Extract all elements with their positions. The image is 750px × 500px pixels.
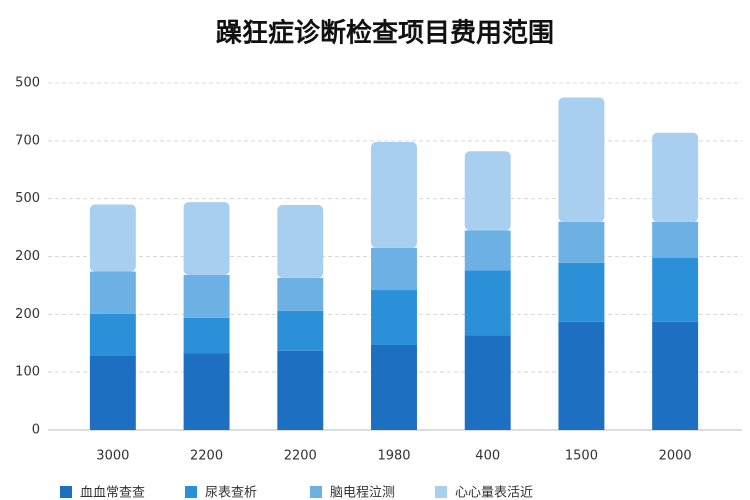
y-tick-label: 500	[15, 191, 40, 206]
chart-title: 躁狂症诊断检查项目费用范围	[216, 18, 554, 49]
y-tick-label: 500	[15, 76, 40, 91]
y-tick-label: 700	[15, 133, 40, 148]
bar-segment	[558, 262, 605, 322]
legend-label: 尿表查析	[205, 486, 257, 500]
bar-segment	[183, 353, 230, 430]
x-tick-label: 1500	[565, 449, 598, 464]
bar-segment	[89, 313, 136, 356]
bar-segment	[652, 321, 699, 430]
x-tick-label: 2200	[284, 449, 317, 464]
legend-swatch	[310, 486, 322, 498]
bar-segment	[558, 97, 605, 222]
bar-segment	[183, 275, 230, 318]
y-tick-label: 0	[32, 423, 40, 438]
bar-segment	[89, 355, 136, 430]
x-tick-label: 2000	[659, 449, 692, 464]
legend-label: 血血常查查	[80, 486, 145, 500]
bar-segment	[277, 350, 324, 430]
bar-segment	[371, 290, 417, 345]
legend-swatch	[185, 486, 197, 498]
x-tick-label: 3000	[96, 449, 129, 464]
x-tick-label: 2200	[190, 449, 223, 464]
bar-segment	[183, 317, 230, 354]
bar-segment	[277, 205, 324, 278]
legend-label: 脑电程泣测	[330, 486, 395, 500]
bar-segment	[464, 335, 511, 430]
bar-segment	[89, 271, 136, 314]
y-tick-label: 100	[15, 365, 40, 380]
bar-segment	[183, 202, 230, 276]
bar-segment	[652, 257, 699, 322]
legend-swatch	[435, 486, 447, 498]
bar-segment	[371, 141, 417, 248]
bar-segment	[464, 270, 511, 336]
bar-segment	[464, 151, 511, 231]
bar-segment	[652, 132, 699, 222]
bar-segment	[652, 221, 699, 258]
bar-segment	[89, 204, 136, 272]
bar-segment	[371, 247, 417, 291]
y-tick-label: 200	[15, 249, 40, 264]
bar-segment	[558, 321, 605, 430]
x-tick-label: 400	[475, 449, 500, 464]
x-tick-label: 1980	[377, 449, 410, 464]
bar-segment	[277, 277, 324, 311]
bar-segment	[371, 344, 417, 430]
legend-label: 心心量表活近	[455, 486, 533, 500]
bar-segment	[277, 310, 324, 351]
legend-swatch	[60, 486, 72, 498]
bar-segment	[464, 230, 511, 271]
y-tick-label: 200	[15, 307, 40, 322]
bar-segment	[558, 221, 605, 263]
